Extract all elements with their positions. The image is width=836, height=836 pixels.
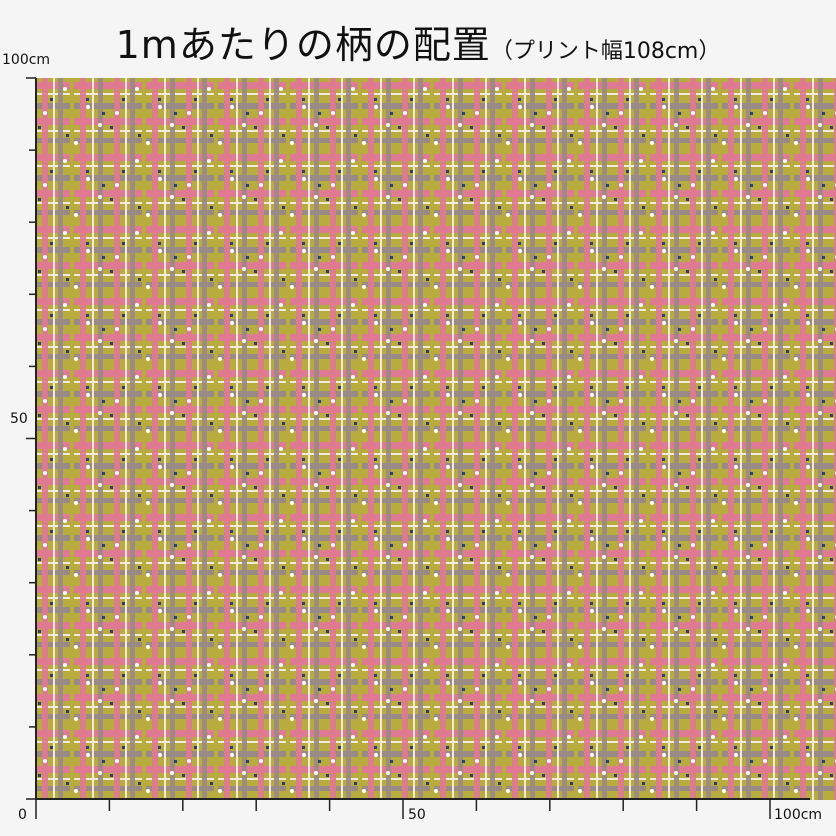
fabric-pattern-area [36, 78, 836, 800]
left-axis-mid-label: 50 [10, 411, 28, 427]
bottom-axis-right-label: 100cm [774, 807, 823, 823]
page-title: 1mあたりの柄の配置（プリント幅108cm） [0, 14, 836, 69]
origin-label: 0 [18, 807, 27, 823]
title-main: 1mあたりの柄の配置 [115, 23, 491, 67]
title-sub: （プリント幅108cm） [490, 39, 721, 64]
bottom-axis-mid-label: 50 [408, 807, 426, 823]
left-axis-top-label: 100cm [2, 52, 51, 68]
